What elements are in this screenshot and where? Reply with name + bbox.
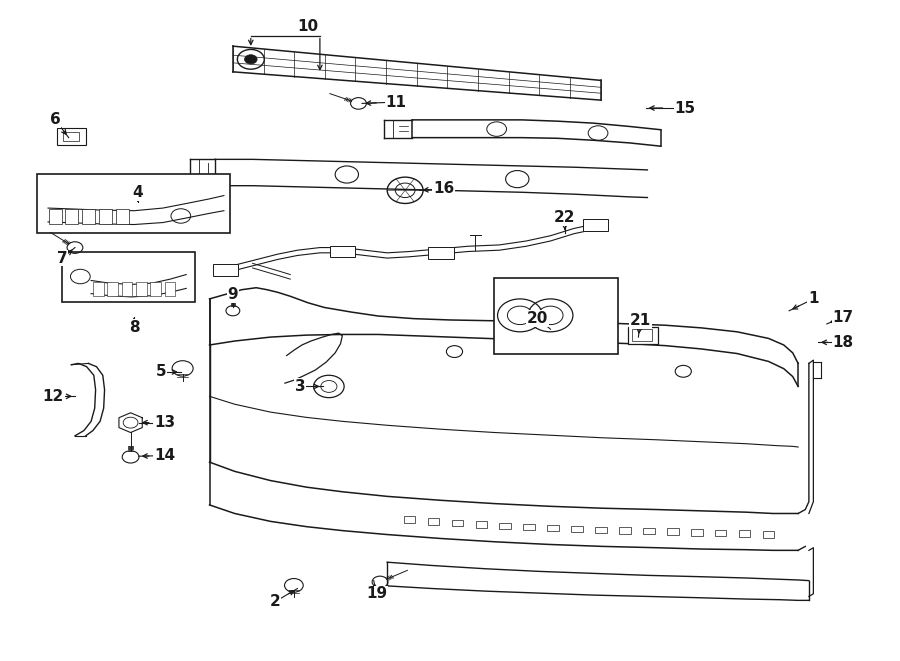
Bar	[213, 264, 238, 276]
Bar	[524, 524, 536, 530]
Bar	[329, 246, 355, 257]
Bar	[165, 282, 176, 296]
Text: 15: 15	[674, 100, 696, 116]
Bar	[116, 210, 129, 224]
Bar	[49, 210, 61, 224]
Text: 22: 22	[554, 210, 576, 225]
Bar	[99, 210, 112, 224]
Bar	[428, 518, 439, 525]
Bar	[595, 527, 607, 533]
Bar	[57, 128, 86, 145]
Text: 11: 11	[386, 95, 407, 110]
Bar	[136, 282, 147, 296]
Bar	[428, 247, 454, 258]
Bar	[632, 329, 652, 341]
Bar	[122, 282, 132, 296]
Text: 4: 4	[132, 185, 143, 200]
Bar	[452, 520, 464, 526]
Text: 3: 3	[295, 379, 305, 394]
Text: 21: 21	[630, 313, 651, 328]
Text: 14: 14	[154, 448, 176, 463]
Text: 10: 10	[298, 19, 319, 34]
Text: 2: 2	[270, 594, 281, 609]
Bar	[62, 253, 195, 301]
Bar	[404, 516, 416, 523]
Text: 17: 17	[832, 310, 853, 325]
Text: 8: 8	[129, 320, 140, 334]
Bar	[475, 522, 487, 527]
Bar	[583, 219, 608, 231]
Text: 20: 20	[527, 311, 549, 326]
Bar	[64, 132, 79, 141]
Bar	[667, 528, 679, 535]
Text: 9: 9	[228, 287, 238, 302]
Text: 18: 18	[832, 335, 853, 350]
Text: 19: 19	[366, 586, 387, 602]
Bar	[500, 523, 511, 529]
Bar	[82, 210, 94, 224]
Bar	[644, 527, 654, 534]
Text: 5: 5	[156, 364, 166, 379]
Bar	[93, 282, 104, 296]
Bar	[627, 327, 658, 344]
Bar	[715, 529, 726, 536]
Circle shape	[245, 55, 257, 64]
Text: 7: 7	[57, 251, 68, 266]
Text: 13: 13	[154, 415, 176, 430]
Bar	[691, 529, 703, 535]
Bar	[739, 530, 751, 537]
Text: 16: 16	[433, 182, 454, 196]
Bar	[150, 282, 161, 296]
Bar	[65, 210, 77, 224]
Text: 1: 1	[808, 292, 819, 307]
Text: 6: 6	[50, 112, 60, 128]
Text: 12: 12	[43, 389, 64, 404]
Bar	[547, 525, 559, 531]
Bar	[619, 527, 631, 534]
Bar	[37, 174, 230, 233]
Bar	[494, 278, 617, 354]
Bar	[762, 531, 774, 537]
Bar	[572, 525, 583, 532]
Bar	[107, 282, 118, 296]
